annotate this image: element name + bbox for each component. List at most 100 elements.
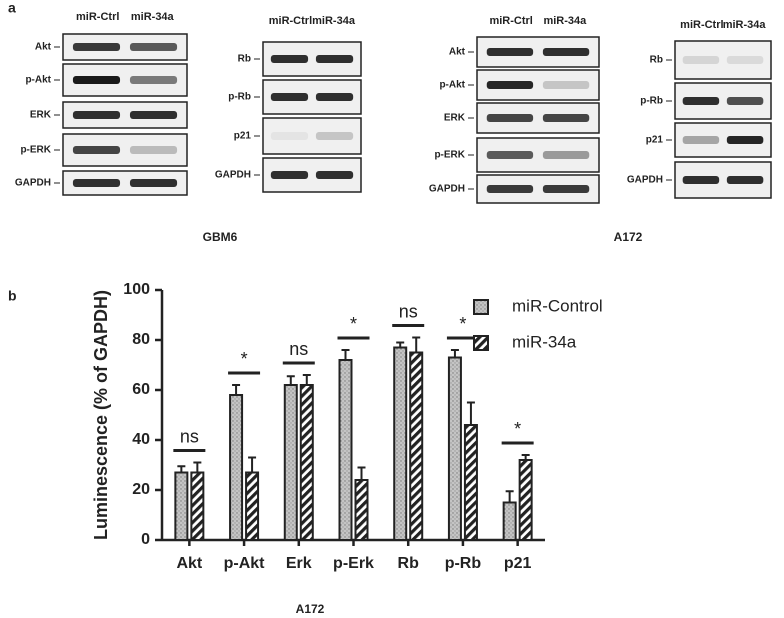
blot-band [315, 93, 354, 101]
legend-swatch [473, 335, 489, 351]
bar [447, 356, 462, 541]
legend-label: miR-Control [512, 296, 603, 315]
error-bar [286, 375, 295, 385]
blot-label: p21 [646, 135, 664, 146]
y-tick-label: 40 [132, 431, 150, 448]
bar [409, 351, 424, 541]
blot-band [682, 136, 720, 144]
lane-label: miR-Ctrl [76, 11, 119, 23]
significance-label: ns [399, 301, 418, 321]
blot-label: GAPDH [429, 184, 465, 195]
bar [463, 424, 478, 541]
legend-swatch [473, 299, 489, 315]
y-tick-label: 80 [132, 331, 150, 348]
blot-band [486, 185, 534, 193]
blot-band [486, 48, 534, 56]
blot-band [726, 176, 764, 184]
blot-band [72, 43, 121, 51]
blot-band [486, 114, 534, 122]
blot-band [726, 56, 764, 64]
significance-label: ns [289, 339, 308, 359]
bar [245, 471, 260, 541]
group-label: A172 [614, 230, 643, 244]
blot-band [270, 93, 309, 101]
significance-label: * [350, 314, 357, 334]
error-bar [466, 401, 475, 425]
blot-band [129, 179, 178, 187]
blot-label: Rb [238, 54, 251, 65]
y-tick-label: 0 [141, 531, 150, 548]
bar [174, 471, 189, 541]
significance-label: * [241, 349, 248, 369]
lane-label: miR-Ctrl [489, 15, 532, 27]
error-bar [412, 336, 421, 353]
blot-band [542, 151, 590, 159]
error-bar [450, 349, 459, 358]
lane-label: miR-34a [723, 19, 767, 31]
y-tick-label: 20 [132, 481, 150, 498]
significance-label: * [459, 314, 466, 334]
blot-band [129, 43, 178, 51]
blot-frame [674, 122, 772, 158]
legend-label: miR-34a [512, 332, 577, 351]
blot-band [72, 111, 121, 119]
lane-label: miR-34a [543, 15, 587, 27]
blot-band [315, 132, 354, 140]
blot-band [72, 179, 121, 187]
blot-band [129, 146, 178, 154]
error-bar [357, 466, 366, 480]
blot-band [486, 81, 534, 89]
bar [338, 359, 353, 541]
error-bar [302, 374, 311, 385]
blot-label: p-Akt [25, 75, 51, 86]
blot-frame [674, 40, 772, 80]
bar [190, 471, 205, 541]
error-bar [521, 454, 530, 460]
y-tick-label: 60 [132, 381, 150, 398]
blot-label: p-ERK [434, 150, 465, 161]
blot-band [542, 48, 590, 56]
blot-band [129, 76, 178, 84]
bar [229, 394, 244, 541]
blot-label: p21 [234, 131, 252, 142]
y-axis-label: Luminescence (% of GAPDH) [91, 290, 111, 540]
blot-band [726, 97, 764, 105]
significance-label: * [514, 419, 521, 439]
blot-label: p-Akt [439, 80, 465, 91]
x-axis-label: A172 [296, 602, 325, 616]
x-tick-label: p21 [504, 555, 532, 572]
blot-band [682, 176, 720, 184]
blot-label: Rb [650, 55, 663, 66]
blot-band [682, 56, 720, 64]
error-bar [177, 465, 186, 473]
blot-label: ERK [444, 113, 466, 124]
blot-label: Akt [35, 42, 52, 53]
blot-label: GAPDH [15, 178, 51, 189]
x-tick-label: p-Rb [445, 555, 482, 572]
bar [393, 346, 408, 541]
blot-frame [262, 117, 362, 155]
blot-band [72, 146, 121, 154]
y-tick-label: 100 [123, 281, 150, 298]
blot-band [542, 114, 590, 122]
bar [502, 501, 517, 541]
blot-label: ERK [30, 110, 52, 121]
lane-label: miR-Ctrl [680, 19, 723, 31]
blot-band [72, 76, 121, 84]
error-bar [341, 349, 350, 360]
bar [354, 479, 369, 541]
error-bar [232, 384, 241, 395]
x-tick-label: Rb [398, 555, 420, 572]
error-bar [396, 341, 405, 348]
group-label: GBM6 [203, 230, 238, 244]
lane-label: miR-34a [131, 11, 175, 23]
blot-band [129, 111, 178, 119]
lane-label: miR-34a [312, 15, 356, 27]
x-tick-label: p-Erk [333, 555, 374, 572]
lane-label: miR-Ctrl [269, 15, 312, 27]
blot-label: GAPDH [215, 170, 251, 181]
bar [299, 384, 314, 541]
blot-band [270, 171, 309, 179]
error-bar [505, 490, 514, 503]
